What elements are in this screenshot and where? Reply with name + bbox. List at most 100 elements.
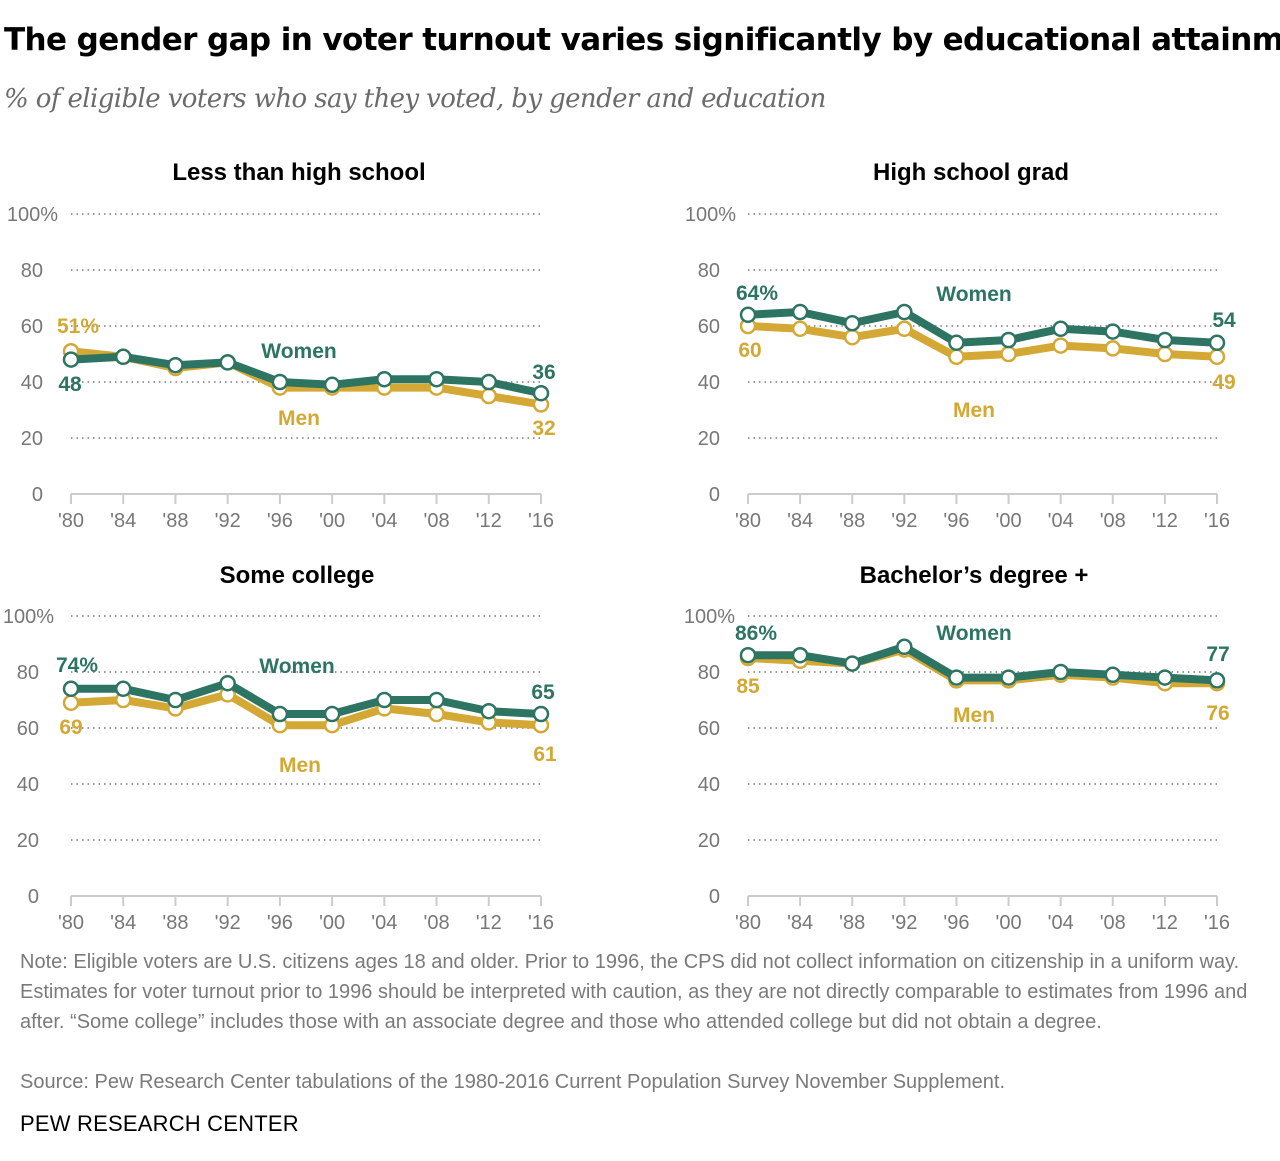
y-tick-label: 0 [28,886,39,908]
women-point [480,702,498,720]
men-point [62,694,80,712]
women-point [376,370,393,388]
men-point [1208,348,1226,366]
y-tick-label: 40 [698,372,720,394]
women-point [323,376,341,394]
x-tick-label: '12 [1152,510,1178,532]
footnote: Note: Eligible voters are U.S. citizens … [20,951,1248,1033]
women-line [70,352,542,398]
panel-2: High school grad 0 20 40 60 80 100% '80 '84 '88 '9… [685,159,1236,532]
y-tick-label: 20 [698,830,720,852]
x-tick-label: '08 [1100,510,1126,532]
women-point [896,638,913,656]
end-value-label: 54 [1212,309,1236,332]
x-tick-label: '92 [215,912,241,934]
women-point [1052,320,1069,338]
women-point [1104,323,1122,340]
panel-1: Less than high school 0 20 40 60 80 100% '80 '84… [7,159,556,532]
panel-title: High school grad [873,159,1069,186]
x-tick-label: '96 [267,510,293,532]
chart-subtitle: % of eligible voters who say they voted,… [4,84,826,114]
x-tick-label: '00 [319,912,345,934]
x-tick-label: '92 [215,510,241,532]
women-point [1052,663,1069,681]
end-value-label: 77 [1206,643,1229,666]
women-point [1208,672,1226,689]
pew-logo-text: PEW RESEARCH CENTER [20,1111,299,1136]
x-tick-label: '96 [267,912,293,934]
x-tick-label: '16 [528,510,554,532]
y-tick-label: 40 [17,774,39,796]
y-tick-label: 60 [17,718,39,740]
series-label-women: Women [259,655,334,678]
women-line [748,642,1218,685]
y-tick-label: 0 [32,484,43,506]
y-tick-label: 80 [698,260,720,282]
panel-title: Less than high school [172,159,425,186]
y-tick-label: 100% [685,204,736,226]
x-tick-label: '04 [371,912,397,934]
end-value-label: 32 [532,417,555,440]
x-tick-label: '08 [1100,912,1126,934]
x-tick-label: '88 [162,912,188,934]
y-tick-label: 20 [17,830,39,852]
y-tick-label: 100% [3,606,54,628]
start-value-label: 74% [56,654,98,677]
x-tick-label: '80 [735,912,761,934]
end-value-label: 61 [533,743,557,766]
start-value-label: 69 [59,716,82,739]
series-label-men: Men [953,399,995,422]
women-point [323,705,341,723]
women-point [376,691,393,709]
y-tick-label: 60 [21,316,43,338]
x-tick-label: '12 [1152,912,1178,934]
women-point [739,646,757,664]
women-point [271,373,289,391]
x-tick-label: '84 [787,510,813,532]
y-tick-label: 80 [17,662,39,684]
series-label-women: Women [261,340,336,363]
women-point [948,334,965,352]
series-label-women: Women [936,283,1011,306]
y-tick-label: 60 [698,718,720,740]
women-point [114,680,132,698]
panel-title: Some college [220,562,375,589]
women-point [896,303,913,321]
x-tick-label: '84 [787,912,813,934]
women-point [1156,331,1174,349]
men-point [1000,345,1017,363]
x-tick-label: '80 [58,510,84,532]
x-tick-label: '84 [110,510,136,532]
x-tick-label: '04 [371,510,397,532]
panel-4: Bachelor’s degree + 0 20 40 60 80 100% '80 '84 '8… [684,562,1230,934]
women-line [747,308,1218,347]
women-point [1156,669,1174,686]
women-point [791,646,809,664]
men-point [1052,337,1069,354]
men-point [896,320,913,338]
panel-3: Some college 0 20 40 60 80 100% '80 '84 '88 '92 '96… [3,562,557,934]
women-point [948,669,965,686]
y-tick-label: 20 [698,428,720,450]
start-value-label: 51% [57,315,99,338]
series-label-men: Men [278,407,320,430]
women-point [219,674,236,692]
x-tick-label: '16 [1204,510,1230,532]
series-label-men: Men [953,704,995,727]
start-value-label: 48 [58,373,82,396]
y-tick-label: 40 [21,372,43,394]
x-tick-label: '00 [319,510,345,532]
chart-title: The gender gap in voter turnout varies s… [4,22,1280,58]
x-tick-label: '00 [996,912,1022,934]
x-tick-label: '12 [476,510,502,532]
x-tick-label: '92 [891,510,917,532]
women-line [71,679,542,718]
start-value-label: 85 [736,675,760,698]
men-point [948,348,965,366]
y-tick-label: 0 [709,886,720,908]
women-point [843,314,861,332]
x-tick-label: '88 [162,510,188,532]
women-point [532,384,550,402]
women-point [1104,666,1122,684]
men-point [1156,345,1174,363]
